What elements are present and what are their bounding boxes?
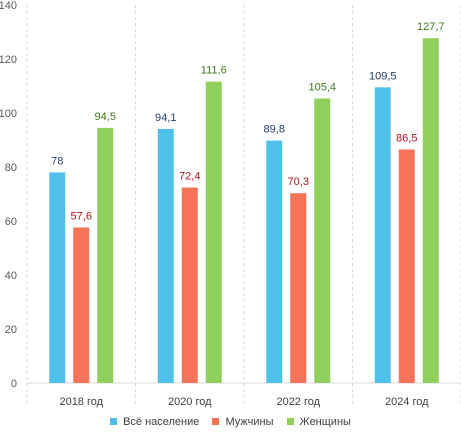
data-label: 89,8 (264, 124, 285, 136)
x-category-label: 2020 год (168, 396, 212, 408)
bar (157, 128, 174, 383)
bar (314, 98, 331, 384)
bar (205, 81, 222, 384)
data-label: 78 (51, 155, 63, 167)
data-label: 111,6 (201, 65, 227, 77)
data-label: 57,6 (71, 210, 92, 222)
data-label: 94,5 (95, 111, 116, 123)
bar (266, 140, 283, 383)
bar (73, 227, 90, 383)
legend-item-women: Женщины (286, 416, 351, 428)
y-tick-label: 100 (0, 108, 17, 120)
y-tick-label: 20 (5, 324, 17, 336)
data-label: 127,7 (417, 21, 445, 33)
bar (374, 87, 391, 383)
legend-label-women: Женщины (299, 416, 351, 428)
legend-label-men: Мужчины (225, 416, 274, 428)
y-tick-label: 40 (5, 270, 17, 282)
bar (290, 193, 307, 383)
data-label: 70,3 (288, 176, 309, 188)
legend-swatch-men (212, 417, 220, 425)
bar (97, 127, 114, 383)
x-category-label: 2018 год (59, 396, 103, 408)
bar (422, 38, 439, 384)
legend-swatch-women (286, 417, 294, 425)
legend-item-men: Мужчины (212, 416, 273, 428)
legend-swatch-all-population (110, 417, 118, 425)
y-tick-label: 60 (5, 216, 17, 228)
y-tick-label: 120 (0, 54, 17, 66)
data-label: 86,5 (396, 132, 417, 144)
data-label: 105,4 (308, 81, 336, 93)
data-label: 109,5 (369, 70, 397, 82)
bar (49, 172, 66, 383)
data-label: 72,4 (179, 171, 200, 183)
legend-item-all-population: Всё население (110, 416, 199, 428)
bar (181, 187, 198, 383)
legend-label-all-population: Всё население (123, 416, 200, 428)
y-tick-label: 0 (11, 378, 17, 390)
bar (398, 149, 415, 383)
x-category-label: 2022 год (276, 396, 320, 408)
data-label: 94,1 (155, 112, 176, 124)
y-tick-label: 140 (0, 0, 17, 12)
legend: Всё население Мужчины Женщины (0, 416, 461, 428)
x-category-label: 2024 год (385, 396, 429, 408)
y-tick-label: 80 (5, 162, 17, 174)
